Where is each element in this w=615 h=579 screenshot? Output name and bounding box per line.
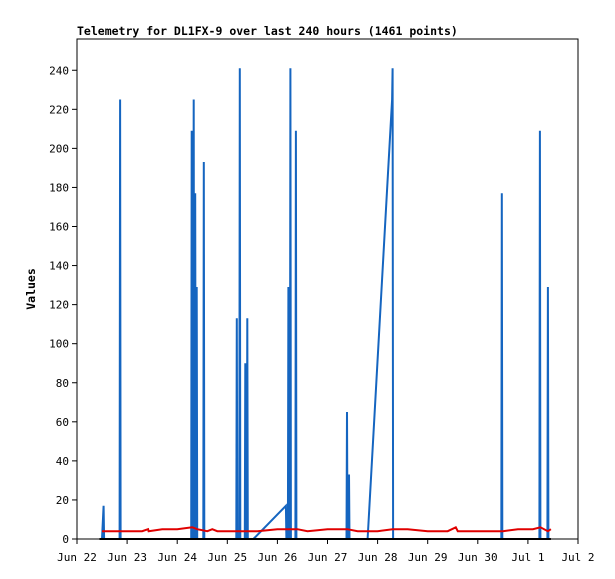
y-tick-label: 200 [49, 142, 69, 155]
x-tick-label: Jun 26 [258, 551, 298, 564]
x-tick-label: Jun 28 [358, 551, 398, 564]
y-tick-label: 0 [62, 533, 69, 546]
x-tick-label: Jun 27 [308, 551, 348, 564]
x-tick-label: Jun 29 [408, 551, 448, 564]
x-tick-label: Jul 1 [511, 551, 544, 564]
y-tick-label: 40 [56, 455, 69, 468]
y-tick-label: 80 [56, 377, 69, 390]
y-tick-label: 160 [49, 221, 69, 234]
y-tick-label: 240 [49, 64, 69, 77]
y-tick-label: 140 [49, 260, 69, 273]
series-line-0 [101, 68, 550, 540]
y-tick-label: 20 [56, 494, 69, 507]
y-tick-label: 180 [49, 181, 69, 194]
x-tick-label: Jul 2 [561, 551, 594, 564]
y-tick-label: 120 [49, 299, 69, 312]
x-tick-label: Jun 23 [107, 551, 147, 564]
x-tick-label: Jun 25 [207, 551, 247, 564]
y-axis: 0 20 40 60 80 100 120 140 160 180 200 220 240 [49, 64, 77, 546]
y-tick-label: 60 [56, 416, 69, 429]
y-tick-label: 220 [49, 103, 69, 116]
y-tick-label: 100 [49, 338, 69, 351]
chart-title: Telemetry for DL1FX-9 over last 240 hour… [77, 24, 458, 38]
plot-frame [76, 38, 579, 540]
series-layer [99, 68, 552, 540]
x-tick-label: Jun 30 [458, 551, 498, 564]
series-line-1 [102, 525, 552, 533]
x-tick-label: Jun 22 [57, 551, 97, 564]
y-axis-label: Values [24, 268, 38, 310]
x-axis: Jun 22 Jun 23 Jun 24 Jun 25 Jun 26 Jun 27 Jun … [57, 539, 595, 564]
x-tick-label: Jun 24 [157, 551, 197, 564]
